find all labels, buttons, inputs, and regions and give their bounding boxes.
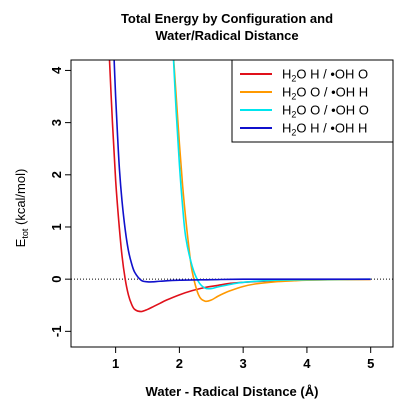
x-tick-label: 4 (303, 356, 311, 371)
series-line-3 (172, 60, 371, 290)
x-tick-label: 5 (367, 356, 374, 371)
y-axis-label-rest: (kcal/mol) (13, 169, 28, 229)
legend-label-3-sub: 2 (291, 110, 296, 120)
legend-label-4-b: O H / •OH H (296, 121, 367, 136)
x-tick-label: 3 (240, 356, 247, 371)
legend-label-4-sub: 2 (291, 128, 296, 138)
legend-label-2-b: O O / •OH H (296, 85, 368, 100)
y-axis-label-main: E (13, 238, 28, 247)
chart-title-line-2: Water/Radical Distance (155, 28, 298, 43)
x-tick-label: 1 (112, 356, 119, 371)
legend-label-2-a: H (282, 85, 291, 100)
legend-label-1-sub: 2 (291, 74, 296, 84)
legend-label-4: H2O H / •OH H (282, 121, 367, 138)
y-tick-label: 1 (49, 223, 64, 230)
legend-label-1-b: O H / •OH O (296, 67, 368, 82)
legend-label-3-a: H (282, 103, 291, 118)
y-tick-label: 0 (49, 276, 64, 283)
chart-title-line-1: Total Energy by Configuration and (121, 11, 333, 26)
legend-label-2-sub: 2 (291, 92, 296, 102)
legend-label-1-a: H (282, 67, 291, 82)
legend: H2O H / •OH O H2O O / •OH H H2O O / •OH … (231, 59, 394, 143)
y-axis-label-sub: tot (20, 228, 30, 239)
axes-layer: 1 2 3 4 5 -1 0 1 2 3 4 (49, 59, 394, 371)
legend-label-3-b: O O / •OH O (296, 103, 368, 118)
y-tick-label: 2 (49, 171, 64, 178)
y-tick-label: -1 (49, 326, 64, 338)
y-axis-label: Etot (kcal/mol) (13, 169, 30, 248)
legend-label-4-a: H (282, 121, 291, 136)
y-tick-label: 3 (49, 119, 64, 126)
legend-label-3: H2O O / •OH O (282, 103, 369, 120)
legend-label-2: H2O O / •OH H (282, 85, 368, 102)
x-axis-label: Water - Radical Distance (Å) (146, 384, 319, 399)
series-line-4 (113, 60, 371, 283)
series-layer (71, 60, 393, 313)
legend-label-1: H2O H / •OH O (282, 67, 368, 84)
y-tick-label: 4 (49, 66, 64, 74)
x-tick-label: 2 (176, 356, 183, 371)
series-line-2 (172, 60, 371, 303)
